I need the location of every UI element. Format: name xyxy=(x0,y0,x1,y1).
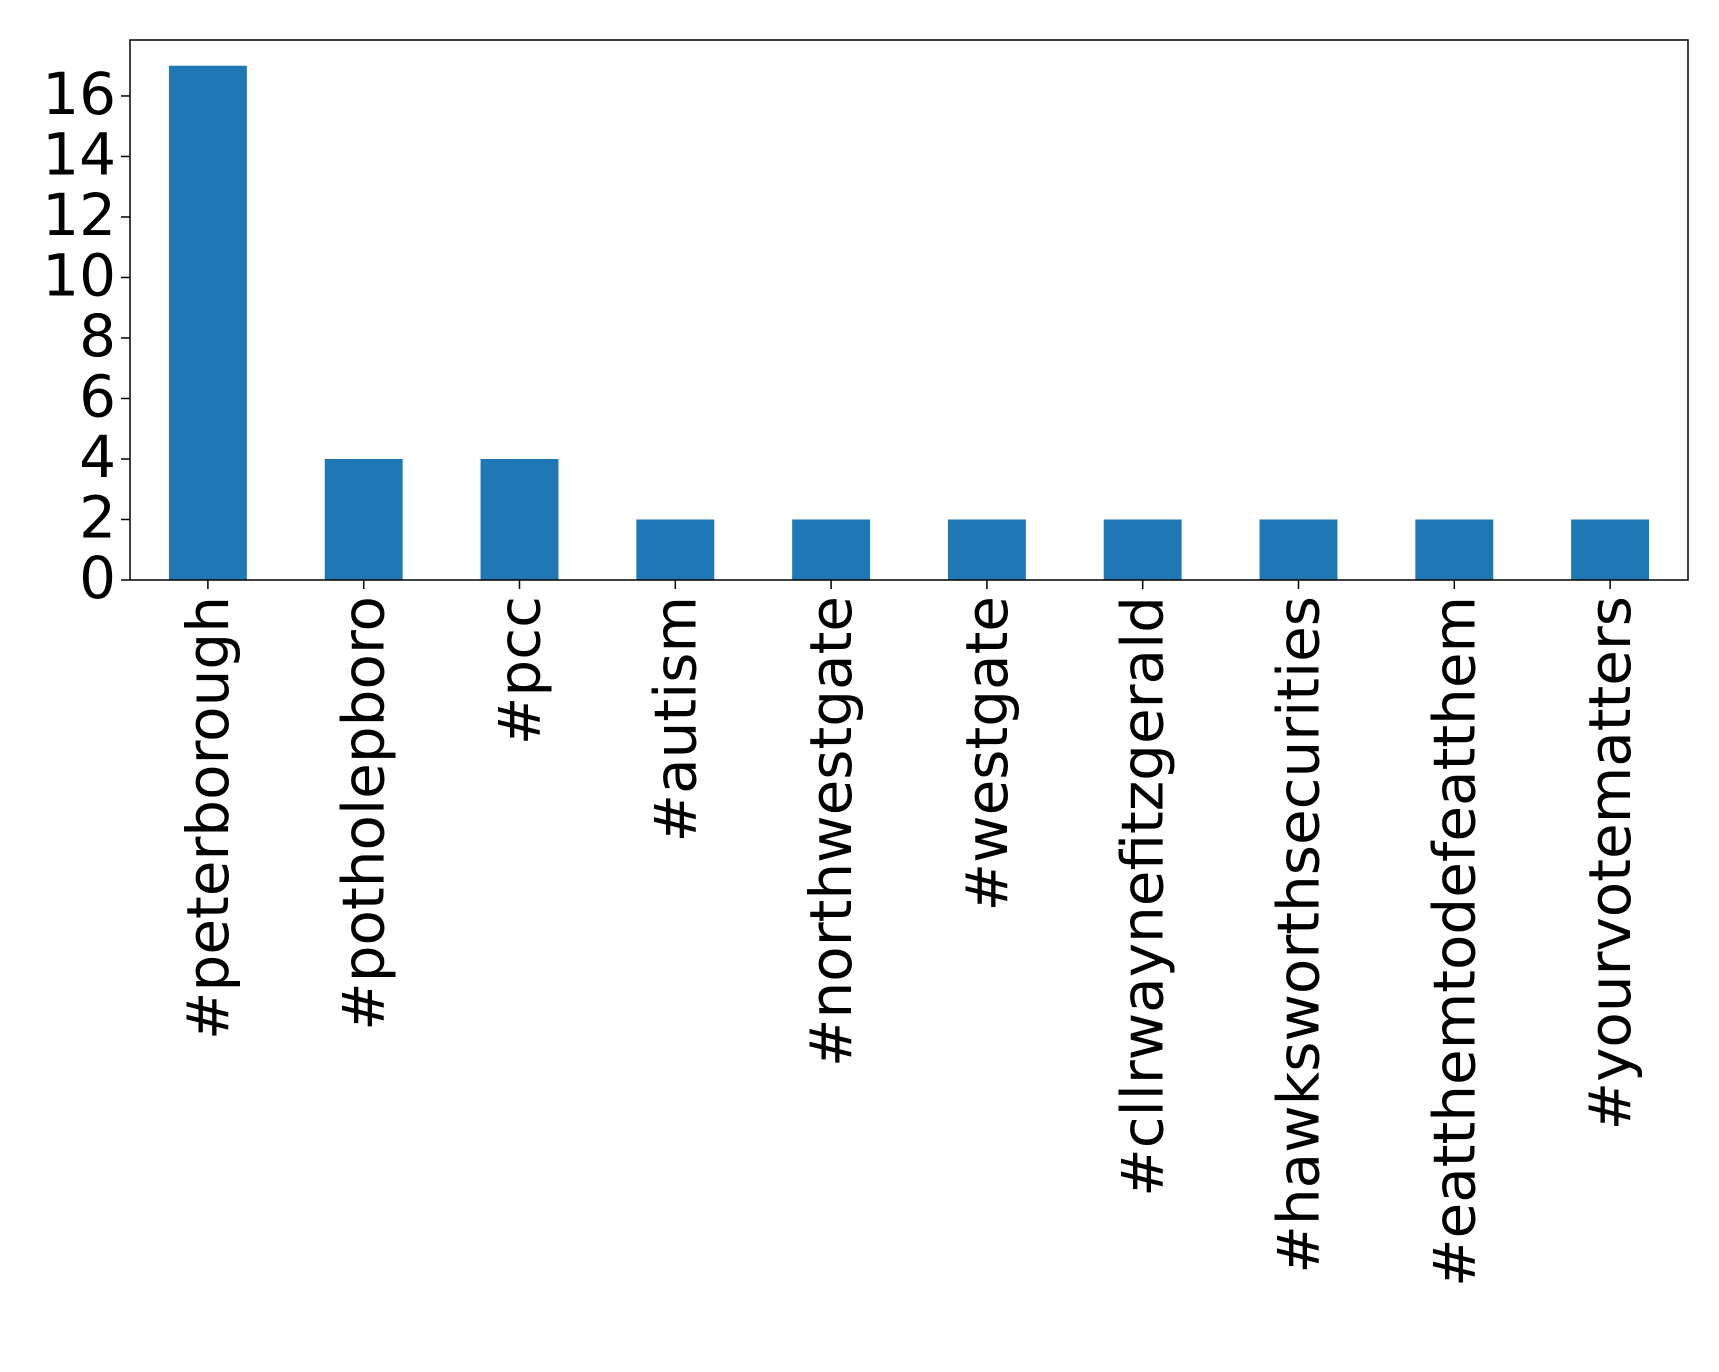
y-tick-label: 0 xyxy=(79,544,116,612)
x-tick-label: #autism xyxy=(641,596,709,842)
bar-peterborough xyxy=(168,65,247,580)
y-tick-label: 4 xyxy=(79,423,116,491)
bars-group xyxy=(168,65,1650,580)
bar-potholepboro xyxy=(324,458,403,580)
x-tick-label: #westgate xyxy=(953,596,1021,911)
bar-autism xyxy=(636,519,715,580)
y-tick-label: 6 xyxy=(79,363,116,431)
y-tick-label: 16 xyxy=(42,60,116,128)
x-tick-label: #yourvotematters xyxy=(1576,596,1644,1131)
y-tick-label: 14 xyxy=(42,121,116,189)
x-tick-label: #northwestgate xyxy=(797,596,865,1067)
x-axis: #peterborough #potholepboro #pcc #autism #no… xyxy=(174,580,1644,1287)
y-tick-label: 2 xyxy=(79,484,116,552)
bar-hawksworthsecurities xyxy=(1259,519,1338,580)
x-tick-label: #eatthemtodefeatthem xyxy=(1420,596,1488,1287)
bar-cllrwaynefitzgerald xyxy=(1103,519,1182,580)
bar-eatthemtodefeatthem xyxy=(1415,519,1494,580)
x-tick-label: #peterborough xyxy=(174,596,242,1040)
x-tick-label: #potholepboro xyxy=(330,596,398,1031)
y-tick-label: 12 xyxy=(42,181,116,249)
bar-yourvotematters xyxy=(1571,519,1650,580)
y-tick-label: 8 xyxy=(79,302,116,370)
bar-westgate xyxy=(947,519,1026,580)
y-tick-label: 10 xyxy=(42,242,116,310)
bar-northwestgate xyxy=(792,519,871,580)
x-tick-label: #hawksworthsecurities xyxy=(1265,596,1333,1274)
x-tick-label: #cllrwaynefitzgerald xyxy=(1109,596,1177,1197)
x-tick-label: #pcc xyxy=(486,596,554,745)
bar-pcc xyxy=(480,458,559,580)
plot-frame xyxy=(129,39,1689,581)
